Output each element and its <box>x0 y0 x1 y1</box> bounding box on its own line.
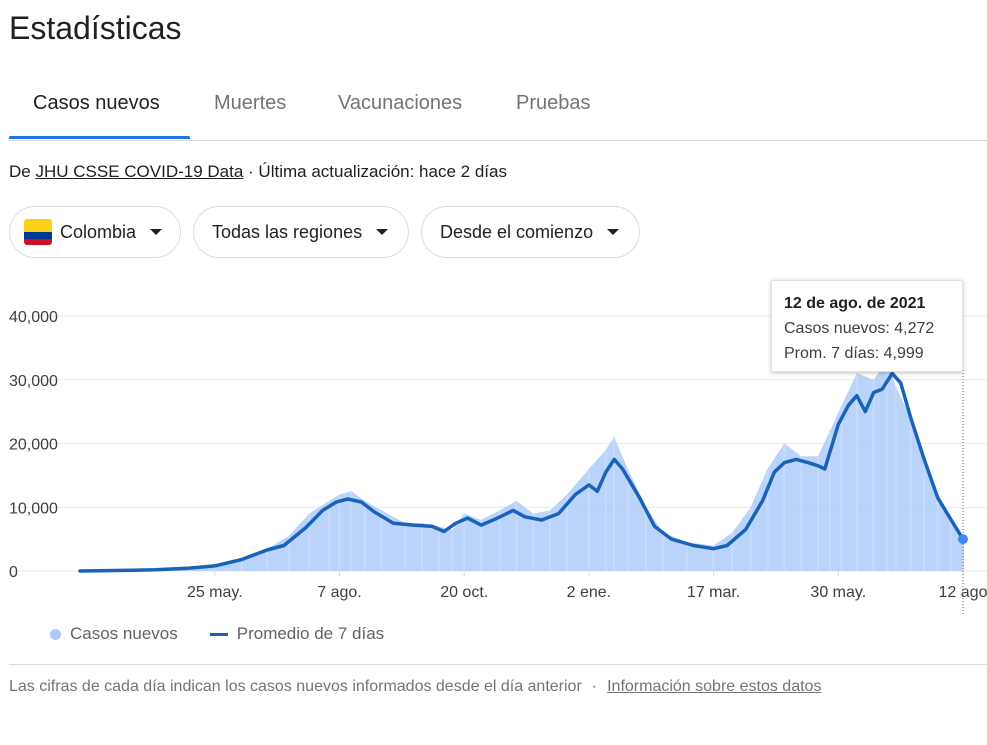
cases-bar <box>266 548 269 571</box>
cases-bar <box>515 500 518 571</box>
period-dropdown[interactable]: Desde el comienzo <box>421 206 640 258</box>
footer-note: Las cifras de cada día indican los casos… <box>9 678 582 695</box>
x-tick-label: 7 ago. <box>317 584 361 601</box>
chart-tooltip: 12 de ago. de 2021 Casos nuevos: 4,272 P… <box>771 280 963 372</box>
chart-legend: Casos nuevos Promedio de 7 días <box>50 624 384 644</box>
info-link[interactable]: Información sobre estos datos <box>607 678 822 695</box>
cases-bar <box>308 513 311 571</box>
cases-bar <box>532 513 535 571</box>
cases-bar <box>872 379 875 571</box>
chevron-down-icon <box>376 229 389 235</box>
chevron-down-icon <box>150 229 163 235</box>
y-tick-label: 30,000 <box>9 373 58 390</box>
x-tick-label: 20 oct. <box>440 584 488 601</box>
cases-bar <box>712 545 715 571</box>
cases-bar <box>840 405 843 571</box>
period-label: Desde el comienzo <box>440 221 594 242</box>
cases-bar <box>749 507 752 571</box>
region-dropdown[interactable]: Todas las regiones <box>193 206 409 258</box>
cases-bar <box>350 491 353 571</box>
cases-bar <box>685 542 688 571</box>
cases-bar <box>363 500 366 571</box>
cases-bar <box>766 469 769 571</box>
cases-bar <box>662 532 665 571</box>
cases-bar <box>437 526 440 571</box>
cases-bar <box>498 510 501 571</box>
divider <box>9 664 987 665</box>
tooltip-new-cases: Casos nuevos: 4,272 <box>784 320 935 337</box>
cases-chart[interactable]: 0 10,000 20,000 30,000 40,000 25 may. 7 ago. 20… <box>0 270 987 620</box>
tooltip-date: 12 de ago. de 2021 <box>784 295 926 312</box>
source-link[interactable]: JHU CSSE COVID-19 Data <box>35 162 244 181</box>
tooltip-average: Prom. 7 días: 4,999 <box>784 345 924 362</box>
cases-bar <box>380 510 383 571</box>
cases-bar <box>923 456 926 571</box>
y-tick-label: 40,000 <box>9 309 58 326</box>
source-prefix: De <box>9 162 31 181</box>
cases-bar <box>549 510 552 571</box>
cases-bar <box>962 543 964 571</box>
x-tick-label: 2 ene. <box>567 584 611 601</box>
cases-bar <box>287 535 290 571</box>
y-tick-label: 0 <box>9 564 18 581</box>
cases-bar <box>421 523 424 571</box>
cases-bar <box>240 558 243 571</box>
cases-bar <box>480 520 483 571</box>
legend-average-label: Promedio de 7 días <box>236 624 385 643</box>
cases-bar <box>909 418 912 571</box>
footer-separator: · <box>591 678 598 695</box>
cases-bar <box>404 523 407 571</box>
update-status: · Última actualización: hace 2 días <box>248 162 507 181</box>
cases-bar <box>800 456 803 571</box>
legend-dot-icon <box>50 628 61 640</box>
cases-bar <box>886 360 889 571</box>
cases-bar <box>855 373 858 571</box>
page-title: Estadísticas <box>9 10 182 46</box>
legend-cases-label: Casos nuevos <box>70 624 178 643</box>
cases-bar <box>828 430 831 571</box>
tab-bar: Casos nuevos Muertes Vacunaciones Prueba… <box>9 70 987 141</box>
cases-area <box>80 360 963 571</box>
tab-pruebas[interactable]: Pruebas <box>516 92 591 114</box>
y-tick-label: 10,000 <box>9 500 58 517</box>
cases-bar <box>463 513 466 571</box>
cases-bar <box>451 529 454 571</box>
cases-bar <box>565 494 568 571</box>
cases-bar <box>731 532 734 571</box>
active-tab-indicator <box>9 136 190 139</box>
x-tick-label: 25 may. <box>187 584 243 601</box>
tab-muertes[interactable]: Muertes <box>214 92 287 114</box>
colombia-flag-icon <box>24 219 52 245</box>
cases-bar <box>936 494 939 571</box>
cases-bar <box>604 449 607 571</box>
cases-bar <box>894 386 897 571</box>
cases-bar <box>817 456 820 571</box>
x-tick-label: 17 mar. <box>687 584 740 601</box>
x-tick-label: 30 may. <box>810 584 866 601</box>
source-line: De JHU CSSE COVID-19 Data · Última actua… <box>9 162 507 182</box>
cases-bar <box>587 469 590 571</box>
country-dropdown[interactable]: Colombia <box>9 206 181 258</box>
y-tick-label: 20,000 <box>9 437 58 454</box>
cases-bar <box>338 494 341 571</box>
average-line <box>78 371 965 573</box>
cases-bar <box>626 469 629 571</box>
tab-vacunaciones[interactable]: Vacunaciones <box>338 92 463 114</box>
cases-bar <box>328 500 331 571</box>
legend-line-icon <box>209 632 228 636</box>
cases-bar <box>783 443 786 571</box>
cases-bar <box>613 437 616 571</box>
tab-casos-nuevos[interactable]: Casos nuevos <box>33 92 160 114</box>
chevron-down-icon <box>607 229 620 235</box>
footer: Las cifras de cada día indican los casos… <box>9 678 821 696</box>
cases-bar <box>950 520 953 571</box>
region-label: Todas las regiones <box>212 221 363 242</box>
cases-bar <box>645 507 648 571</box>
cases-bar <box>213 565 216 571</box>
country-label: Colombia <box>60 221 137 242</box>
hover-point <box>958 534 968 545</box>
